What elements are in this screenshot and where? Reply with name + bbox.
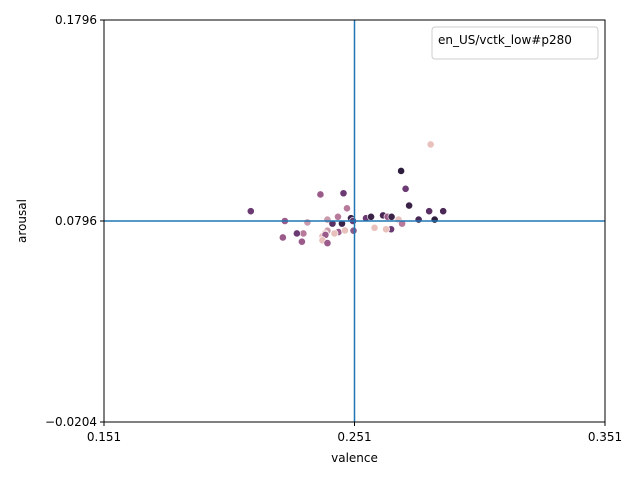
data-point (343, 204, 351, 213)
data-point (330, 229, 339, 238)
data-point (334, 212, 342, 221)
data-point (297, 237, 306, 246)
x-tick-label: 0.351 (588, 430, 622, 444)
data-point (278, 233, 287, 242)
data-point (398, 219, 406, 228)
x-axis-label: valence (331, 451, 378, 465)
points-layer (246, 140, 448, 248)
data-point (349, 226, 358, 235)
data-point (439, 207, 448, 216)
x-axis-ticks: 0.151 0.251 0.351 (87, 422, 622, 444)
data-point (387, 212, 396, 221)
data-point (246, 207, 255, 216)
y-axis-ticks: −0.0204 0.0796 0.1796 (45, 13, 104, 429)
data-point (414, 215, 423, 224)
x-tick-label: 0.151 (87, 430, 121, 444)
data-point (405, 201, 414, 210)
data-point (323, 239, 332, 248)
data-point (341, 226, 349, 235)
data-point (328, 219, 337, 228)
data-point (303, 218, 312, 227)
data-point (430, 215, 439, 224)
y-tick-label: 0.1796 (55, 13, 97, 27)
data-point (316, 190, 325, 199)
legend-label: en_US/vctk_low#p280 (438, 33, 572, 47)
data-point (382, 225, 390, 234)
data-point (338, 219, 346, 228)
data-point (339, 189, 348, 198)
y-tick-label: 0.0796 (55, 214, 97, 228)
legend: en_US/vctk_low#p280 (431, 26, 599, 60)
data-point (367, 212, 375, 221)
data-point (426, 140, 435, 149)
data-point (401, 184, 410, 193)
data-point (299, 229, 308, 238)
x-tick-label: 0.251 (337, 430, 371, 444)
data-point (425, 207, 434, 216)
data-point (397, 167, 405, 175)
y-tick-label: −0.0204 (45, 415, 97, 429)
data-point (292, 229, 301, 238)
data-point (370, 223, 379, 232)
y-axis-label: arousal (15, 199, 29, 243)
legend-box (431, 26, 599, 60)
